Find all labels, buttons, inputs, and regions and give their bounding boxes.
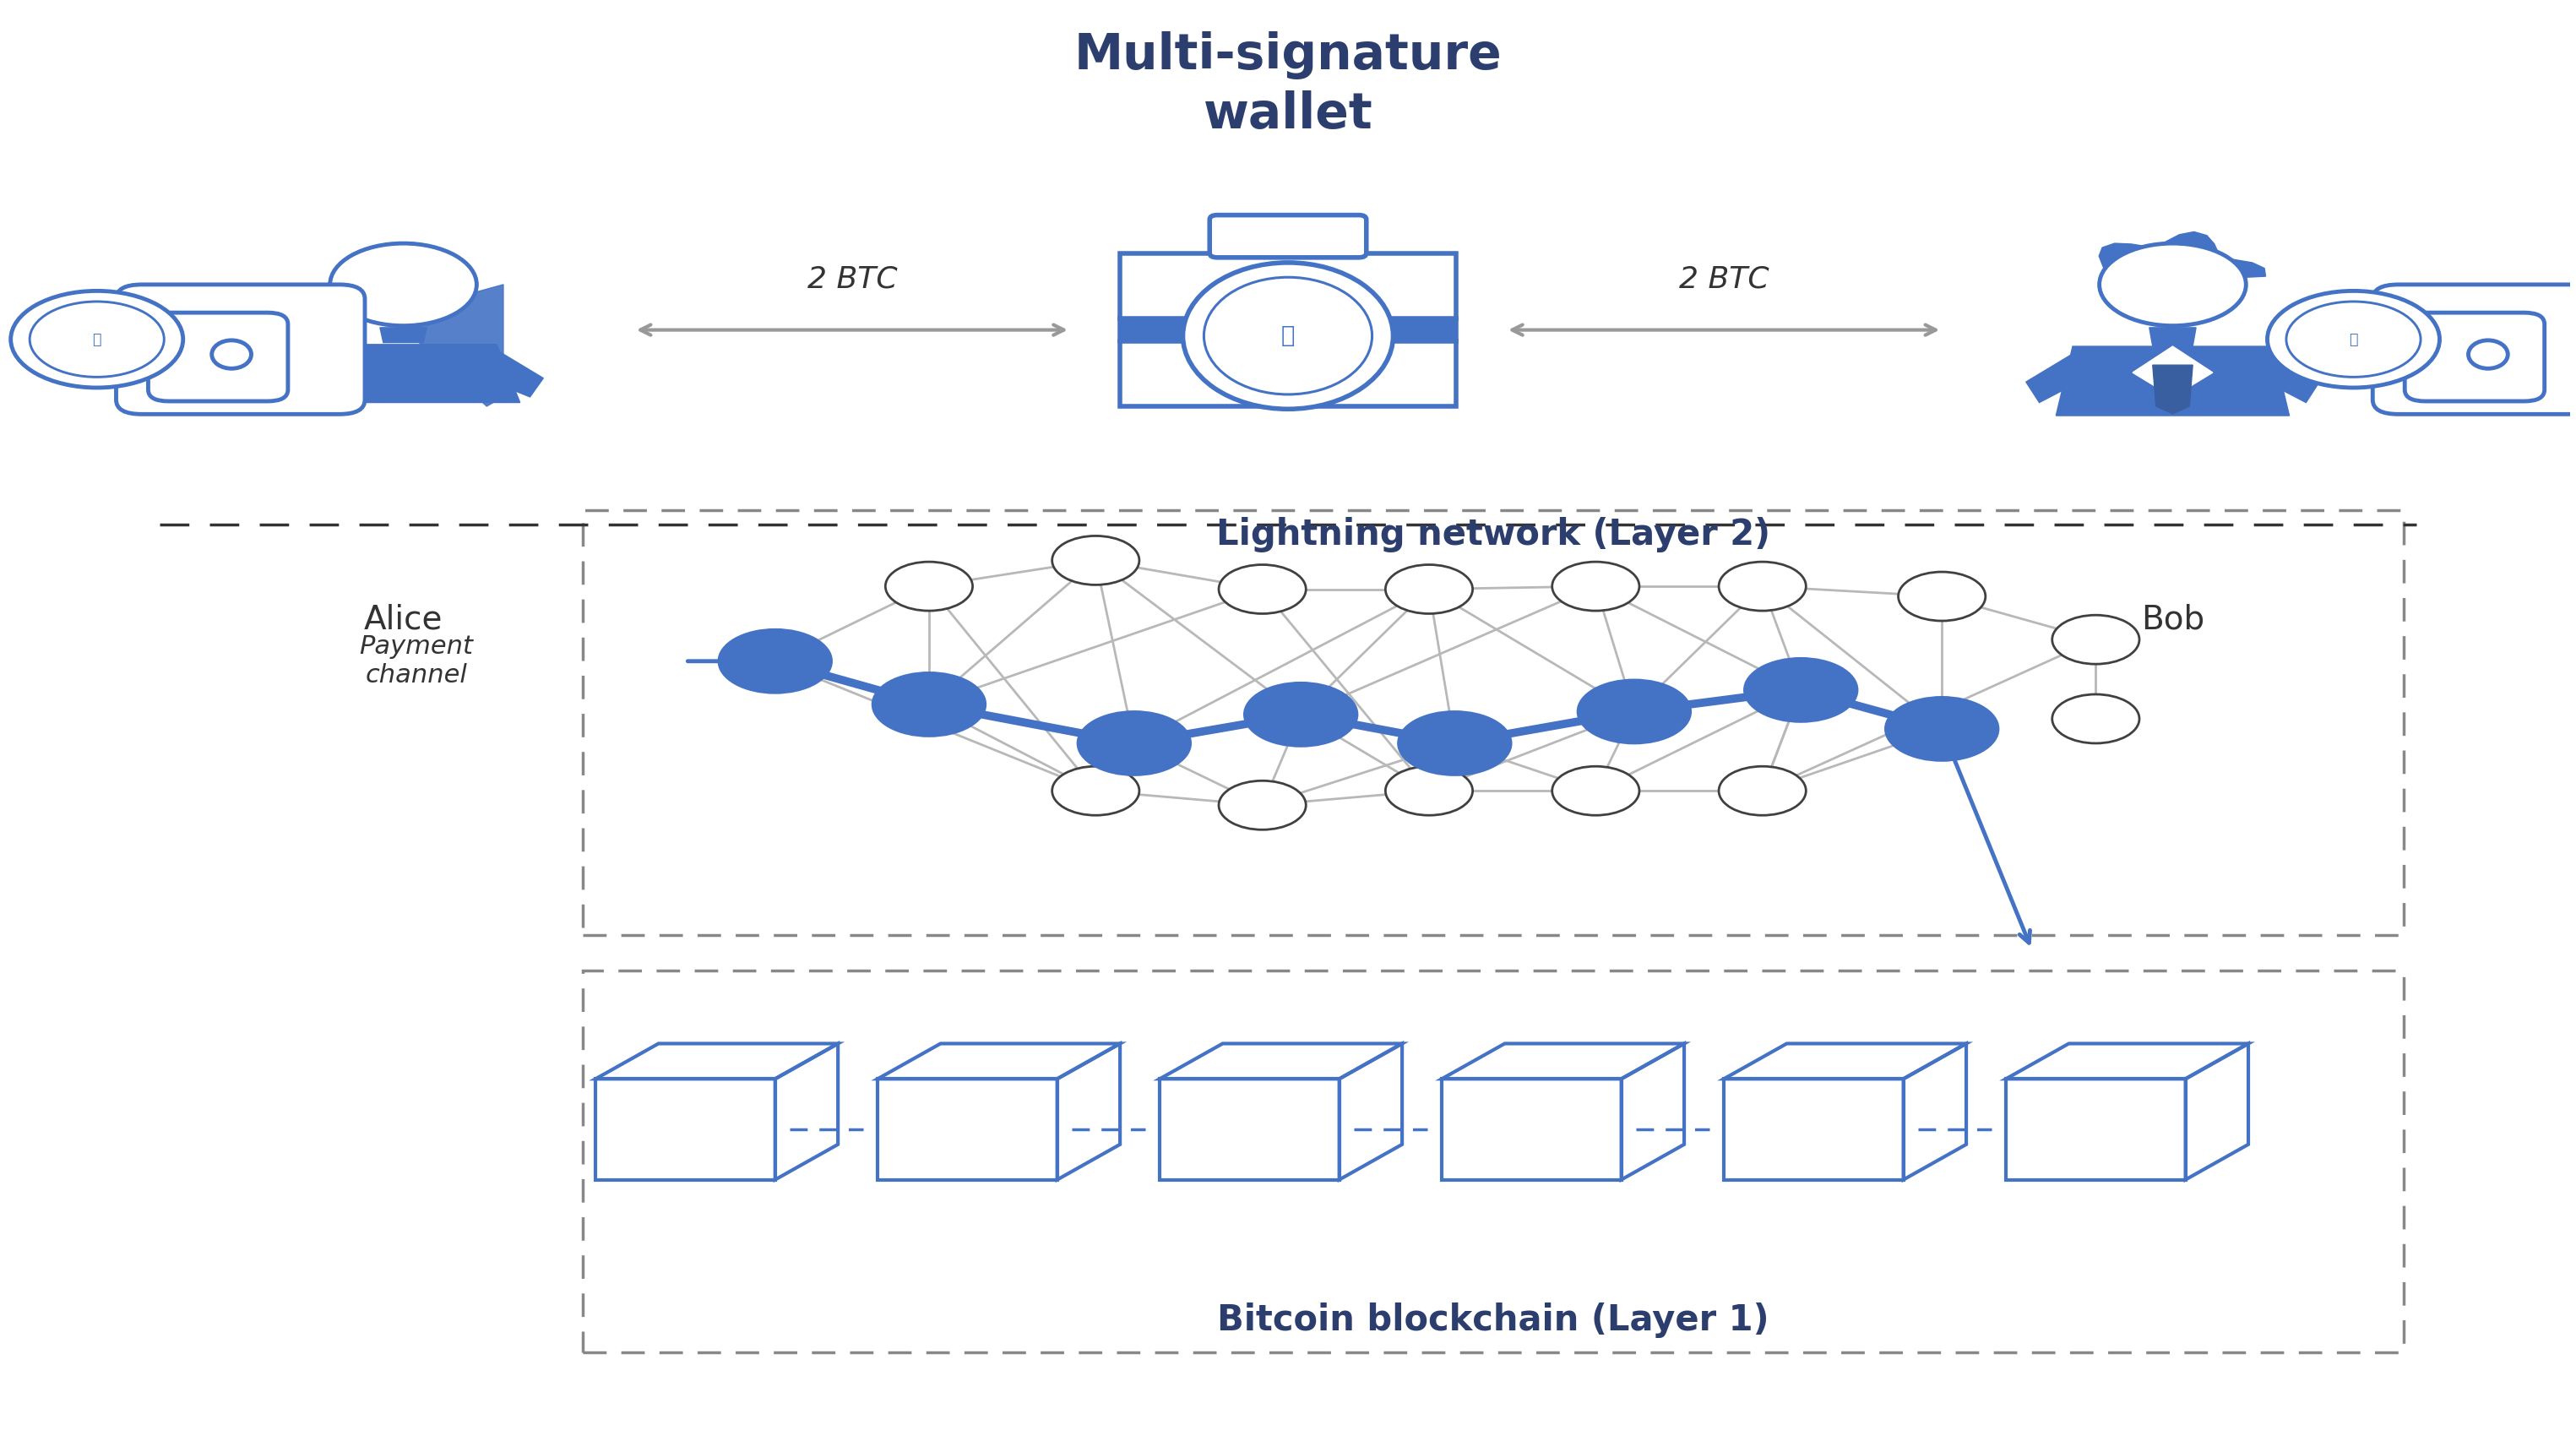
Circle shape	[1051, 767, 1139, 815]
Ellipse shape	[1203, 277, 1373, 395]
Text: ₿: ₿	[2349, 331, 2357, 347]
Polygon shape	[2133, 347, 2213, 396]
Ellipse shape	[211, 340, 252, 369]
Circle shape	[2053, 616, 2138, 664]
FancyBboxPatch shape	[1211, 215, 1365, 257]
Circle shape	[1744, 658, 1857, 722]
Circle shape	[1886, 697, 1999, 761]
Text: 2 BTC: 2 BTC	[1680, 266, 1770, 293]
Polygon shape	[330, 244, 502, 407]
Polygon shape	[286, 344, 520, 402]
Text: ₿: ₿	[93, 331, 100, 347]
Circle shape	[719, 630, 832, 693]
Polygon shape	[2154, 364, 2192, 414]
Circle shape	[1553, 767, 1638, 815]
Circle shape	[10, 290, 183, 388]
Circle shape	[1077, 711, 1190, 775]
Circle shape	[1244, 682, 1358, 746]
Ellipse shape	[1182, 263, 1394, 409]
Circle shape	[1386, 565, 1473, 614]
Circle shape	[31, 302, 165, 378]
Text: ₿: ₿	[1280, 325, 1296, 347]
FancyBboxPatch shape	[582, 971, 2403, 1352]
Circle shape	[1218, 565, 1306, 614]
Circle shape	[2053, 694, 2138, 743]
Ellipse shape	[2468, 340, 2509, 369]
Polygon shape	[381, 328, 428, 343]
Circle shape	[1718, 562, 1806, 611]
Circle shape	[873, 672, 987, 736]
Circle shape	[1386, 767, 1473, 815]
FancyBboxPatch shape	[2372, 285, 2576, 414]
Polygon shape	[2259, 354, 2318, 402]
Polygon shape	[2099, 232, 2267, 285]
Text: Bitcoin blockchain (Layer 1): Bitcoin blockchain (Layer 1)	[1216, 1302, 1770, 1339]
Circle shape	[886, 562, 974, 611]
FancyBboxPatch shape	[1121, 253, 1455, 407]
FancyBboxPatch shape	[116, 285, 366, 414]
Text: Payment
channel: Payment channel	[358, 635, 474, 688]
Circle shape	[1399, 711, 1512, 775]
Polygon shape	[2148, 328, 2195, 347]
Circle shape	[2287, 302, 2421, 378]
FancyBboxPatch shape	[582, 510, 2403, 935]
Circle shape	[1577, 680, 1690, 743]
Polygon shape	[2025, 354, 2087, 402]
Text: Alice: Alice	[363, 604, 443, 636]
Circle shape	[2099, 244, 2246, 325]
Circle shape	[1899, 572, 1986, 621]
Circle shape	[1718, 767, 1806, 815]
Polygon shape	[2056, 347, 2290, 415]
Polygon shape	[484, 350, 544, 396]
Circle shape	[2267, 290, 2439, 388]
Text: 2 BTC: 2 BTC	[806, 266, 896, 293]
FancyBboxPatch shape	[2406, 312, 2545, 401]
Polygon shape	[263, 350, 325, 396]
Text: Bob: Bob	[2141, 604, 2205, 636]
Text: Lightning network (Layer 2): Lightning network (Layer 2)	[1216, 517, 1770, 553]
Circle shape	[1218, 781, 1306, 829]
Circle shape	[330, 244, 477, 325]
Circle shape	[1051, 536, 1139, 585]
FancyBboxPatch shape	[149, 312, 289, 401]
Text: Multi-signature
wallet: Multi-signature wallet	[1074, 32, 1502, 139]
Circle shape	[1553, 562, 1638, 611]
FancyBboxPatch shape	[1121, 318, 1455, 341]
